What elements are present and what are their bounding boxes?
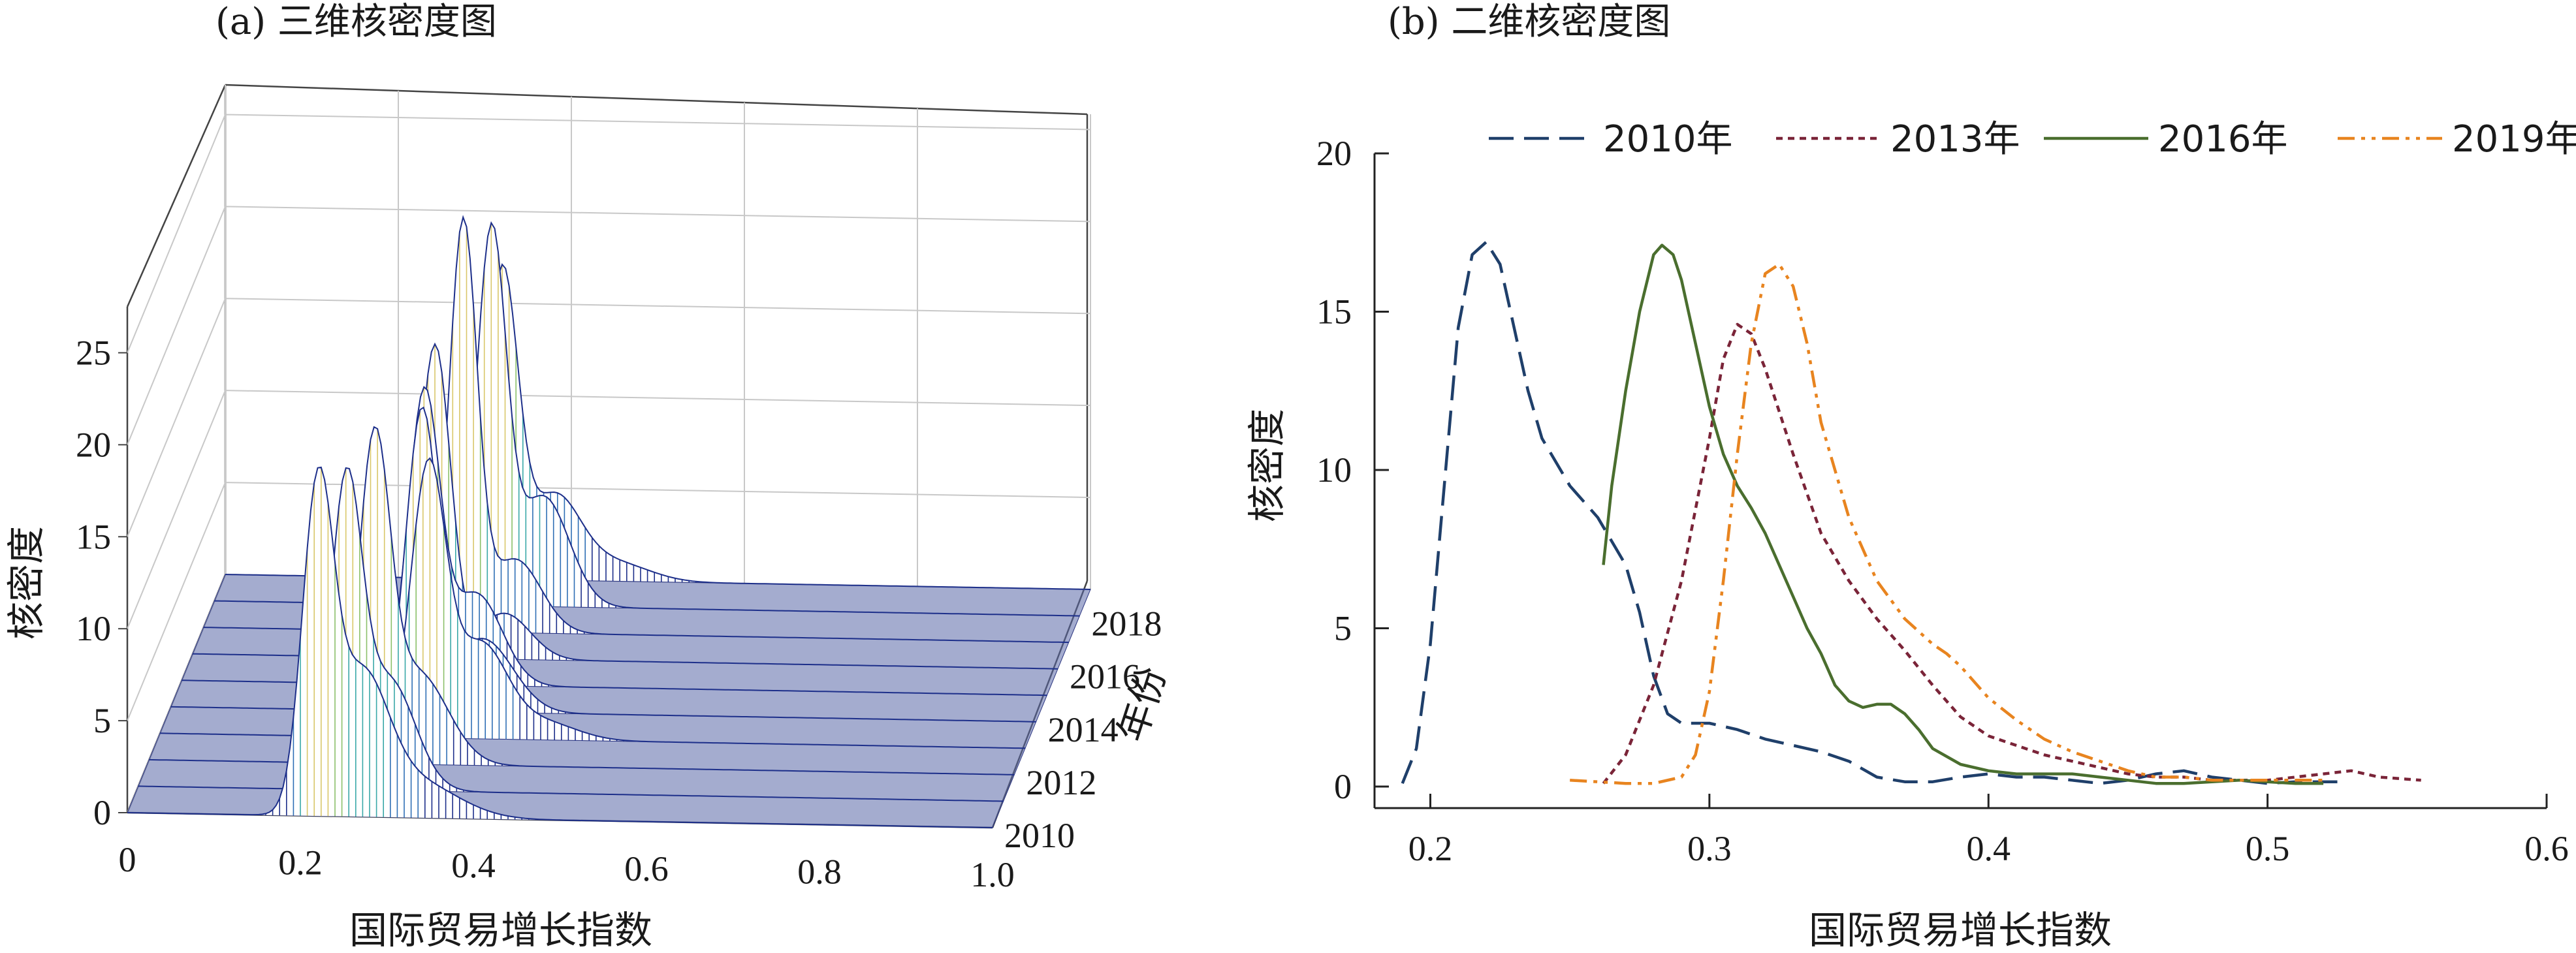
legend-label: 2013年 (1890, 118, 2020, 161)
series-line-2013年 (1602, 322, 2421, 785)
z-tick-label: 10 (76, 609, 111, 648)
z-tick-label: 15 (76, 517, 111, 556)
year-tick-label: 2016 (1070, 657, 1140, 696)
x-tick-label: 0.5 (2246, 829, 2290, 868)
panel-a-ylabel: 核密度 (4, 526, 48, 640)
series-line-2019年 (1570, 262, 2324, 785)
slice-outline (127, 466, 993, 828)
y-tick-label: 5 (1334, 609, 1352, 648)
panel-b-title: (b) 二维核密度图 (1388, 1, 1670, 43)
x-tick-label: 0.8 (797, 852, 842, 891)
hgrid-z (127, 298, 1091, 537)
year-tick-label: 2012 (1026, 763, 1096, 802)
x-tick-label: 0.2 (278, 843, 323, 883)
year-tick-label: 2014 (1048, 710, 1119, 749)
x-tick-label: 0.6 (624, 849, 669, 888)
series-line-2010年 (1401, 240, 2338, 785)
legend-label: 2016年 (2158, 118, 2288, 161)
x-tick-label: 0.3 (1687, 829, 1732, 868)
box-left-top-edge (126, 84, 227, 307)
year-tick-label: 2018 (1091, 604, 1162, 644)
panel-a-title: (a) 三维核密度图 (215, 1, 497, 43)
z-tick-label: 20 (76, 425, 111, 464)
panel-b: (b) 二维核密度图 0 5 10 15 20 0.2 0.3 0.4 0.5 0.6 2010年… (1245, 1, 2576, 952)
hgrid-z (127, 114, 1091, 353)
y-tick-label: 0 (1334, 767, 1352, 806)
x-tick-label: 0.4 (451, 846, 496, 885)
x-tick-label: 0.2 (1408, 829, 1453, 868)
surface-slice-2010 (127, 466, 993, 828)
panel-b-lines (1401, 240, 2421, 785)
z-tick-label: 25 (76, 333, 111, 372)
y-tick-label: 20 (1316, 134, 1352, 173)
panel-a-ticks: 0 0.2 0.4 0.6 0.8 1.0 0 5 10 15 20 25 2010 2012 2014 20… (76, 333, 1162, 894)
panel-a-xlabel: 国际贸易增长指数 (349, 908, 652, 952)
hgrid-z (127, 206, 1091, 445)
x-tick-label: 0.6 (2524, 829, 2569, 868)
x-tick-label: 1.0 (970, 855, 1015, 894)
hgrid-z (127, 482, 1091, 721)
panel-a-gridlines (127, 85, 1091, 813)
box-back-top-edge (225, 84, 1088, 116)
panel-b-ylabel: 核密度 (1245, 409, 1289, 522)
z-tick-label: 0 (93, 793, 111, 832)
panel-b-xlabel: 国际贸易增长指数 (1809, 908, 2112, 952)
panel-b-legend: 2010年 2013年 2016年 2019年 (1489, 118, 2576, 161)
x-tick-label: 0 (119, 840, 136, 879)
x-tick-label: 0.4 (1966, 829, 2011, 868)
z-tick-label: 5 (93, 701, 111, 740)
year-tick-label: 2010 (1004, 816, 1075, 855)
panel-a-surface (127, 215, 1091, 828)
panel-b-axes: 0 5 10 15 20 0.2 0.3 0.4 0.5 0.6 (1316, 134, 2569, 868)
slice-fill (127, 467, 993, 828)
legend-label: 2019年 (2452, 118, 2576, 161)
panel-a: (a) 三维核密度图 0 0.2 0.4 0.6 0.8 1.0 0 5 10 15 20 25 201… (4, 1, 1175, 952)
y-tick-label: 10 (1316, 450, 1352, 490)
legend-label: 2010年 (1603, 118, 1733, 161)
hgrid-z (127, 390, 1091, 629)
series-line-2016年 (1602, 243, 2324, 785)
y-tick-label: 15 (1316, 292, 1352, 332)
